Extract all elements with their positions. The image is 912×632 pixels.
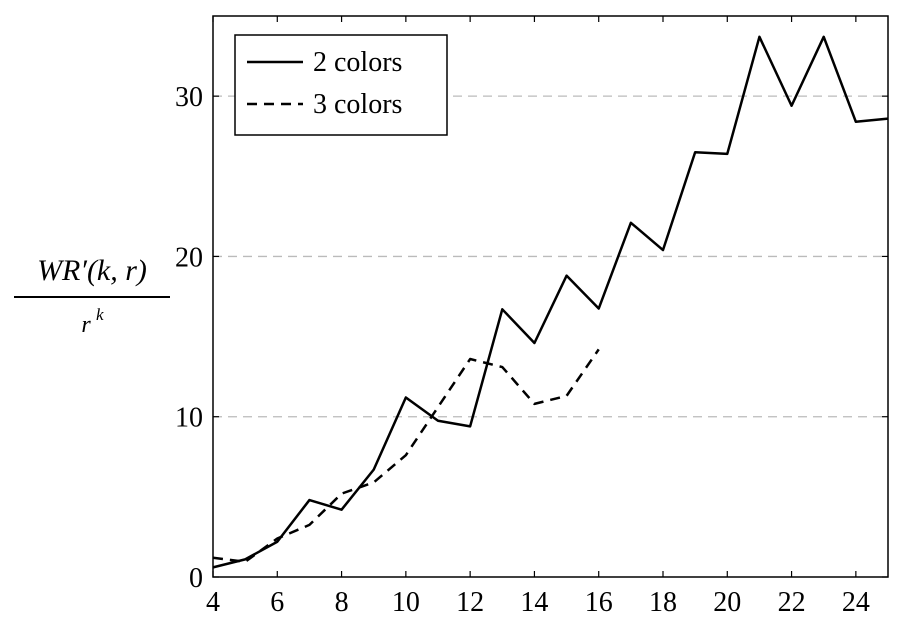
plot-frame: [212, 15, 889, 578]
legend-box: [234, 34, 448, 136]
x-tick-label: 22: [778, 587, 806, 618]
x-tick-label: 16: [585, 587, 613, 618]
x-tick-label: 8: [335, 587, 349, 618]
legend-label: 3 colors: [313, 89, 402, 120]
y-tick-label: 0: [189, 563, 203, 594]
x-tick-label: 4: [206, 587, 220, 618]
y-label-denominator: r: [81, 312, 91, 338]
x-tick-label: 6: [270, 587, 284, 618]
x-tick-label: 24: [842, 587, 870, 618]
x-tick-label: 14: [520, 587, 548, 618]
legend-label: 2 colors: [313, 47, 402, 78]
y-tick-label: 10: [175, 403, 203, 434]
series-line: [212, 348, 600, 564]
y-tick-label: 30: [175, 82, 203, 113]
x-tick-label: 10: [392, 587, 420, 618]
y-label-numerator: WR′(k, r): [37, 254, 147, 287]
x-tick-label: 20: [713, 587, 741, 618]
x-tick-label: 12: [456, 587, 484, 618]
x-tick-label: 18: [649, 587, 677, 618]
series-line: [212, 35, 889, 569]
y-tick-label: 20: [175, 242, 203, 273]
y-label-exponent: k: [96, 305, 104, 324]
